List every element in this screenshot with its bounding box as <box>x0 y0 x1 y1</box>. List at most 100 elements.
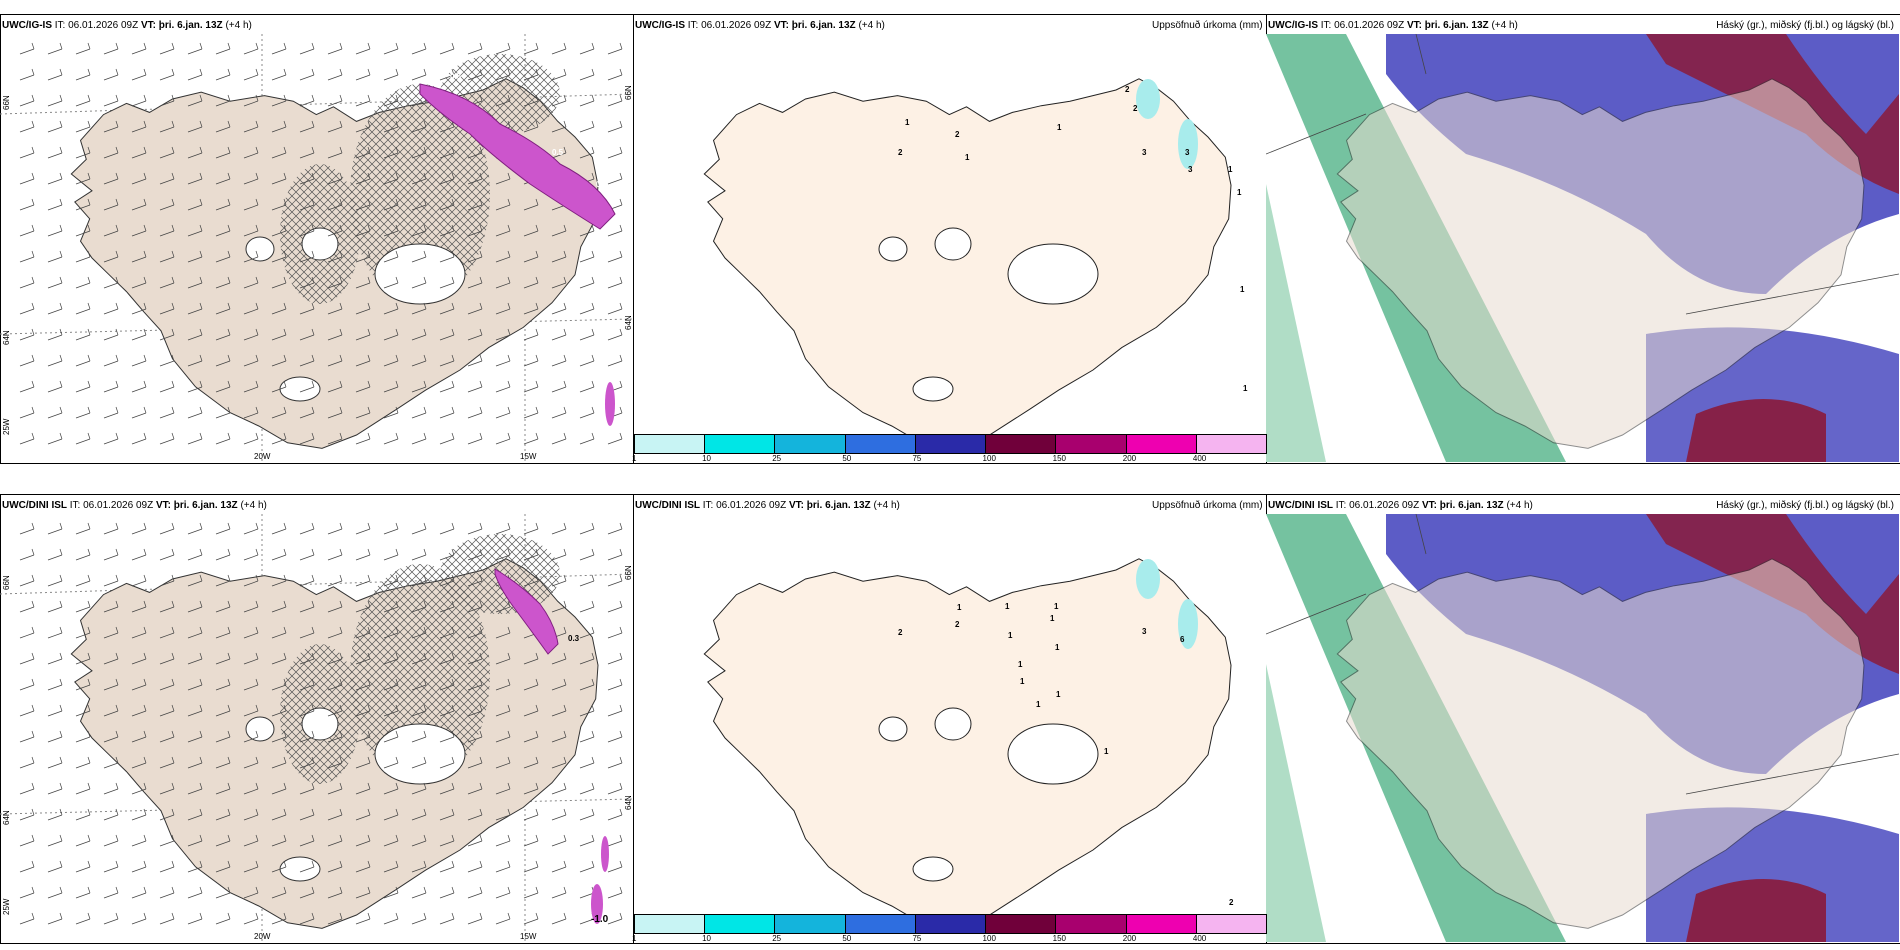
lon-label-20w: 20W <box>254 452 271 461</box>
colorbar-swatch <box>1196 435 1266 453</box>
cloud-title: Háský (gr.), miðský (fj.bl.) og lágský (… <box>1716 20 1894 31</box>
precip-value: 1 <box>1237 188 1242 197</box>
colorbar-tick: 400 <box>1192 934 1207 943</box>
precip-type-value: 0.5 <box>552 148 564 157</box>
colorbar-tick: 75 <box>912 934 922 943</box>
cloud-map-panel-1 <box>1266 14 1900 464</box>
cloud-map-panel-2 <box>1266 494 1900 944</box>
colorbar-ticks-1: 1 10 25 50 75 100 150 200 400 <box>632 454 1265 466</box>
lat-label-64n: 64N <box>2 330 11 345</box>
colorbar-swatch <box>775 915 846 933</box>
precip-value: 2 <box>898 148 903 157</box>
colorbar-tick: 25 <box>772 934 782 943</box>
colorbar-ticks-2: 1 10 25 50 75 100 150 200 400 <box>632 934 1265 946</box>
precip-value: 1 <box>1240 285 1245 294</box>
precip-value: 3 <box>1142 148 1147 157</box>
lat-label-66n: 66N <box>2 575 11 590</box>
lon-label-15w: 15W <box>520 932 537 941</box>
precip-value: 1 <box>957 603 962 612</box>
colorbar-swatch <box>635 915 706 933</box>
lon-label-20w: 20W <box>254 932 271 941</box>
colorbar-swatch <box>1126 435 1197 453</box>
precip-value: 1 <box>1054 602 1059 611</box>
colorbar-tick: 1 <box>632 454 637 463</box>
colorbar-tick: 150 <box>1052 454 1067 463</box>
colorbar-swatch <box>845 915 916 933</box>
colorbar-tick: 150 <box>1052 934 1067 943</box>
colorbar-swatch <box>635 435 706 453</box>
panel-title: UWC/IG-IS IT: 06.01.2026 09Z VT: þri. 6.… <box>2 20 252 31</box>
lat-label-25w: 25W <box>2 418 11 435</box>
colorbar-swatch <box>986 915 1057 933</box>
precip-value: 1 <box>1104 747 1109 756</box>
precip-map-panel-2 <box>633 494 1268 944</box>
precip-value: 2 <box>955 620 960 629</box>
colorbar-swatch <box>915 915 987 933</box>
colorbar-tick: 25 <box>772 454 782 463</box>
precip-value: 2 <box>1133 104 1138 113</box>
precip-map-panel-1 <box>633 14 1268 464</box>
precip-value: 2 <box>955 130 960 139</box>
precip-value: 1 <box>1055 643 1060 652</box>
colorbar-swatch <box>986 435 1057 453</box>
lat-label-64n: 64N <box>2 810 11 825</box>
precip-value: 1 <box>1018 660 1023 669</box>
precip-value: 3 <box>1185 148 1190 157</box>
precip-value: 1 <box>1008 631 1013 640</box>
precip-type-value: 0.5 <box>450 72 462 81</box>
precip-type-value: 0.3 <box>568 634 580 643</box>
colorbar-tick: 200 <box>1122 454 1137 463</box>
panel-title: UWC/IG-IS IT: 06.01.2026 09Z VT: þri. 6.… <box>635 20 885 31</box>
colorbar-tick: 10 <box>702 454 712 463</box>
precip-value: 2 <box>1125 85 1130 94</box>
colorbar-tick: 100 <box>982 934 996 943</box>
colorbar-tick: 1 <box>632 934 637 943</box>
precip-value: 1 <box>1020 677 1025 686</box>
precip-value: 6 <box>1180 635 1185 644</box>
colorbar-swatch <box>1196 915 1266 933</box>
cloud-title: Háský (gr.), miðský (fj.bl.) og lágský (… <box>1716 500 1894 511</box>
colorbar-tick: 50 <box>842 934 852 943</box>
lat-label-66n: 66N <box>2 95 11 110</box>
precip-type-value: 0.5 <box>596 180 608 189</box>
lat-label-right-66n: 66N <box>624 565 633 580</box>
lat-label-right-64n: 64N <box>624 795 633 810</box>
panel-title: UWC/DINI ISL IT: 06.01.2026 09Z VT: þri.… <box>2 500 267 511</box>
lat-label-right-64n: 64N <box>624 315 633 330</box>
precip-value: 3 <box>1142 627 1147 636</box>
precip-value: 1 <box>1057 123 1062 132</box>
colorbar-tick: 200 <box>1122 934 1137 943</box>
precip-value: 2 <box>1229 898 1234 907</box>
colorbar-2 <box>634 914 1267 934</box>
precip-value: 1 <box>1050 614 1055 623</box>
precip-value: 1 <box>1056 690 1061 699</box>
colorbar-tick: 400 <box>1192 454 1207 463</box>
lon-label-15w: 15W <box>520 452 537 461</box>
colorbar-swatch <box>705 435 776 453</box>
precip-value: 1 <box>1243 384 1248 393</box>
colorbar-tick: 50 <box>842 454 852 463</box>
colorbar-swatch <box>1056 915 1127 933</box>
colorbar-swatch <box>705 915 776 933</box>
precip-value: 1 <box>1005 602 1010 611</box>
colorbar-1 <box>634 434 1267 454</box>
precip-value: 2 <box>898 628 903 637</box>
panel-title: UWC/IG-IS IT: 06.01.2026 09Z VT: þri. 6.… <box>1268 20 1518 31</box>
colorbar-swatch <box>1056 435 1127 453</box>
precip-value: 1 <box>965 153 970 162</box>
precip-value: 3 <box>1188 165 1193 174</box>
colorbar-swatch <box>775 435 846 453</box>
colorbar-swatch <box>915 435 987 453</box>
colorbar-swatch <box>1126 915 1197 933</box>
colorbar-tick: 75 <box>912 454 922 463</box>
panel-title: UWC/DINI ISL IT: 06.01.2026 09Z VT: þri.… <box>635 500 900 511</box>
precip-title: Uppsöfnuð úrkoma (mm) <box>1152 20 1263 31</box>
wind-map-panel-1 <box>0 14 635 464</box>
panel-title: UWC/DINI ISL IT: 06.01.2026 09Z VT: þri.… <box>1268 500 1533 511</box>
wind-map-panel-2 <box>0 494 635 944</box>
precip-value: 1 <box>1036 700 1041 709</box>
colorbar-tick: 10 <box>702 934 712 943</box>
lat-label-25w: 25W <box>2 898 11 915</box>
precip-value: 1 <box>1228 165 1233 174</box>
lat-label-right-66n: 66N <box>624 85 633 100</box>
